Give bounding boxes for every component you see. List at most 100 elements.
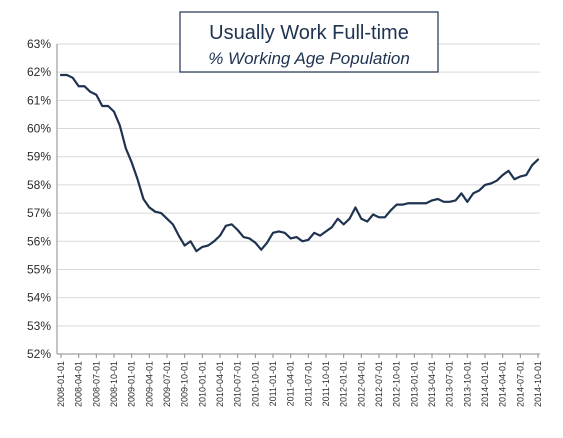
data-point [401, 204, 404, 206]
data-point [490, 182, 492, 185]
data-point [72, 77, 74, 79]
data-point [284, 232, 286, 234]
data-point [60, 74, 62, 76]
x-tick-label: 2013-01-01 [409, 361, 419, 407]
data-point [507, 170, 510, 172]
data-point [142, 198, 145, 200]
data-point [295, 236, 298, 238]
y-tick-label: 55% [27, 262, 51, 276]
x-tick-label: 2013-07-01 [445, 361, 455, 407]
data-point [201, 246, 203, 248]
x-tick-label: 2014-01-01 [480, 361, 490, 407]
chart-title: Usually Work Full-time [209, 22, 409, 44]
data-point [531, 164, 533, 166]
x-tick-label: 2012-01-01 [339, 361, 349, 407]
data-point [513, 178, 516, 180]
x-tick-label: 2008-07-01 [91, 361, 101, 407]
data-point [78, 85, 80, 87]
data-point [496, 180, 498, 182]
data-point [154, 211, 156, 213]
data-point [166, 218, 168, 220]
y-tick-label: 58% [27, 178, 51, 192]
y-tick-label: 53% [27, 319, 51, 333]
data-point [484, 184, 486, 186]
x-tick-label: 2010-04-01 [215, 361, 225, 407]
data-point [189, 240, 192, 242]
title-box: Usually Work Full-time % Working Age Pop… [179, 11, 439, 73]
x-tick-label: 2011-04-01 [286, 361, 296, 406]
x-tick-label: 2008-10-01 [109, 361, 119, 407]
data-point [443, 201, 445, 203]
data-point [290, 237, 292, 240]
x-tick-label: 2009-01-01 [127, 361, 137, 407]
x-tick-label: 2011-01-01 [268, 361, 278, 406]
data-point [172, 223, 174, 225]
y-tick-label: 54% [27, 291, 51, 305]
data-point [454, 199, 457, 202]
data-point [319, 235, 321, 237]
data-point [537, 158, 539, 161]
data-point [472, 192, 474, 194]
data-point [272, 232, 274, 234]
data-point [278, 230, 280, 233]
data-point [136, 178, 139, 180]
data-point [254, 242, 256, 244]
data-point [431, 199, 433, 202]
data-point [184, 244, 186, 247]
data-point [219, 235, 221, 237]
data-point [242, 236, 245, 238]
data-point [207, 244, 209, 247]
x-axis-tick-labels: 2008-01-01 2008-04-01 2008-07-01 2008-10-01… [56, 361, 543, 407]
title-box-border [179, 11, 439, 73]
x-tick-label: 2010-01-01 [197, 361, 207, 407]
data-point [237, 229, 239, 231]
data-point [390, 209, 392, 211]
data-point [384, 216, 386, 218]
x-tick-label: 2014-04-01 [498, 361, 508, 407]
data-point [466, 201, 468, 203]
series-line [59, 73, 540, 253]
data-point [107, 105, 109, 107]
x-tick-label: 2008-04-01 [74, 361, 84, 407]
y-tick-label: 59% [27, 150, 51, 164]
x-tick-label: 2012-07-01 [374, 361, 384, 407]
data-point [148, 206, 150, 209]
y-tick-label: 63% [27, 37, 51, 51]
data-point [343, 223, 345, 225]
data-point [83, 85, 86, 87]
chart-subtitle: % Working Age Population [208, 49, 410, 68]
gridlines [57, 43, 540, 327]
data-point [113, 111, 115, 113]
data-point [502, 174, 504, 176]
data-point [413, 202, 415, 204]
x-tick-label: 2014-07-01 [515, 361, 525, 407]
y-tick-label: 62% [27, 65, 51, 79]
data-point [325, 230, 327, 233]
data-point [372, 213, 374, 216]
data-point [337, 218, 339, 220]
axes [56, 44, 540, 358]
data-point [313, 232, 315, 234]
data-point [460, 192, 463, 194]
y-tick-label: 61% [27, 93, 51, 107]
x-tick-label: 2011-07-01 [303, 361, 313, 406]
data-point [419, 202, 421, 204]
data-point [266, 242, 268, 244]
data-point [101, 105, 103, 107]
data-point [95, 94, 97, 96]
data-point [160, 212, 162, 214]
data-point [449, 201, 451, 203]
y-tick-label: 56% [27, 234, 51, 248]
x-tick-label: 2010-10-01 [250, 361, 260, 407]
data-point [425, 202, 427, 204]
data-point [131, 161, 133, 163]
x-tick-label: 2013-04-01 [427, 361, 437, 407]
x-tick-label: 2009-04-01 [144, 361, 154, 407]
data-point [407, 202, 410, 204]
x-tick-label: 2009-10-01 [180, 361, 190, 407]
x-tick-label: 2014-10-01 [533, 361, 543, 407]
x-tick-label: 2010-07-01 [233, 361, 243, 407]
x-tick-label: 2013-10-01 [462, 361, 472, 407]
data-point [360, 218, 362, 220]
